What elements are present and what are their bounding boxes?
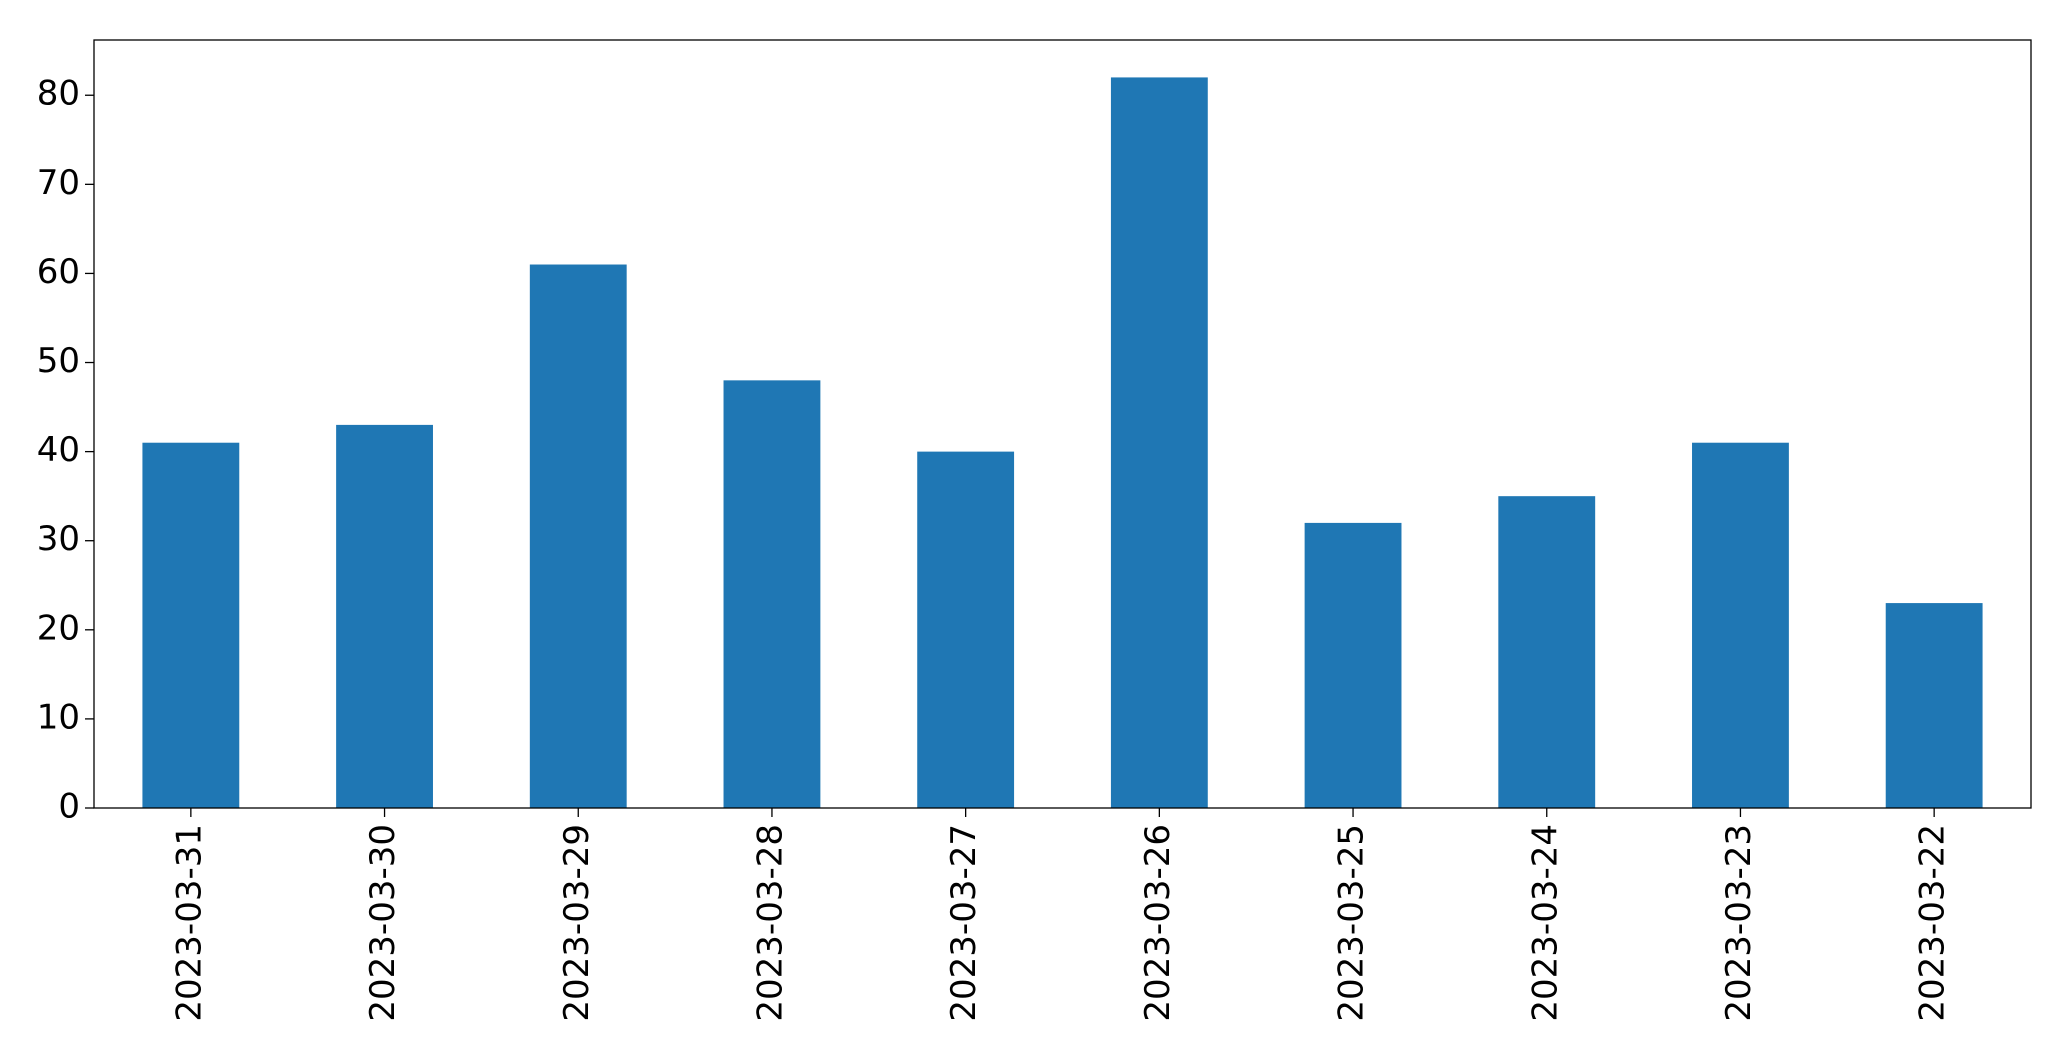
y-tick-label: 30 — [37, 519, 80, 559]
y-tick-label: 40 — [37, 430, 80, 470]
y-tick-label: 60 — [37, 252, 80, 292]
bar — [723, 380, 821, 808]
x-tick-label: 2023-03-28 — [750, 824, 790, 1022]
bar — [917, 451, 1015, 808]
y-tick-label: 80 — [37, 74, 80, 114]
x-tick-label: 2023-03-22 — [1913, 824, 1953, 1022]
bar — [142, 442, 240, 808]
x-tick-label: 2023-03-31 — [169, 824, 209, 1022]
y-tick-label: 50 — [37, 341, 80, 381]
x-tick-label: 2023-03-27 — [944, 824, 984, 1022]
x-tick-label: 2023-03-23 — [1719, 824, 1759, 1022]
bar — [529, 264, 627, 808]
bar — [1110, 77, 1208, 809]
bar — [1304, 522, 1402, 808]
y-tick-label: 70 — [37, 163, 80, 203]
bar — [1692, 442, 1789, 808]
y-tick-label: 20 — [37, 608, 80, 648]
x-tick-label: 2023-03-29 — [557, 824, 597, 1022]
bar — [1498, 496, 1596, 808]
x-tick-label: 2023-03-30 — [363, 824, 403, 1022]
plot-frame — [93, 39, 2032, 809]
y-tick-label: 0 — [58, 787, 80, 827]
x-tick-label: 2023-03-24 — [1525, 824, 1565, 1022]
bar — [1885, 603, 1983, 808]
x-tick-label: 2023-03-26 — [1138, 824, 1178, 1022]
bar — [336, 424, 433, 808]
x-tick-label: 2023-03-25 — [1332, 824, 1372, 1022]
y-tick-label: 10 — [37, 697, 80, 737]
